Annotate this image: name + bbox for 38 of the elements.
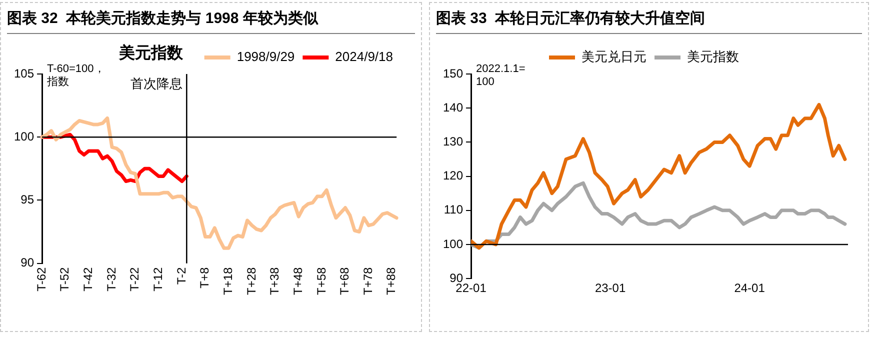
y-axis-title: 2022.1.1=100: [476, 63, 526, 89]
y-tick-label: 95: [20, 192, 34, 207]
x-tick-label: T+38: [268, 266, 282, 295]
chart-title: 图表 32 本轮美元指数走势与 1998 年较为类似: [7, 9, 415, 34]
y-tick-label: 105: [14, 66, 34, 80]
y-tick-label: 130: [442, 134, 464, 149]
y-tick-label: 100: [442, 236, 464, 251]
x-tick-label: T-62: [34, 266, 48, 292]
x-tick-label: 24-01: [734, 281, 766, 296]
legend-label: 美元指数: [687, 49, 739, 64]
x-tick-label: T-32: [104, 266, 118, 292]
annotation: 首次降息: [130, 76, 183, 92]
x-tick-label: T+78: [360, 266, 375, 295]
x-tick-label: T+88: [384, 266, 398, 295]
x-tick-label: T+68: [338, 266, 352, 295]
y-tick-label: 140: [442, 100, 464, 114]
legend-label: 1998/9/29: [236, 49, 295, 64]
x-tick-label: T+48: [290, 266, 305, 295]
chart-title: 图表 33 本轮日元汇率仍有较大升值空间: [436, 9, 862, 34]
x-tick-label: T+28: [244, 266, 258, 295]
x-tick-label: T+18: [220, 266, 235, 295]
y-tick-label: 90: [20, 256, 34, 270]
x-tick-label: T-52: [58, 266, 72, 292]
legend-label: 美元兑日元: [582, 49, 646, 64]
y-axis-title: T-60=100，指数: [47, 63, 106, 89]
y-tick-label: 150: [442, 66, 464, 80]
x-tick-label: T-22: [128, 266, 142, 292]
x-tick-label: 23-01: [594, 281, 626, 296]
x-tick-label: T-42: [80, 266, 95, 292]
y-tick-label: 100: [14, 129, 34, 144]
chart-subtitle: 美元指数: [119, 43, 183, 64]
y-tick-label: 110: [444, 202, 464, 217]
x-tick-label: T-2: [174, 266, 188, 285]
x-tick-label: T+58: [314, 266, 328, 295]
y-tick-label: 120: [442, 168, 464, 183]
x-tick-label: T-12: [150, 266, 165, 292]
legend-label: 2024/9/18: [335, 49, 394, 64]
x-tick-label: T+8: [198, 266, 212, 288]
